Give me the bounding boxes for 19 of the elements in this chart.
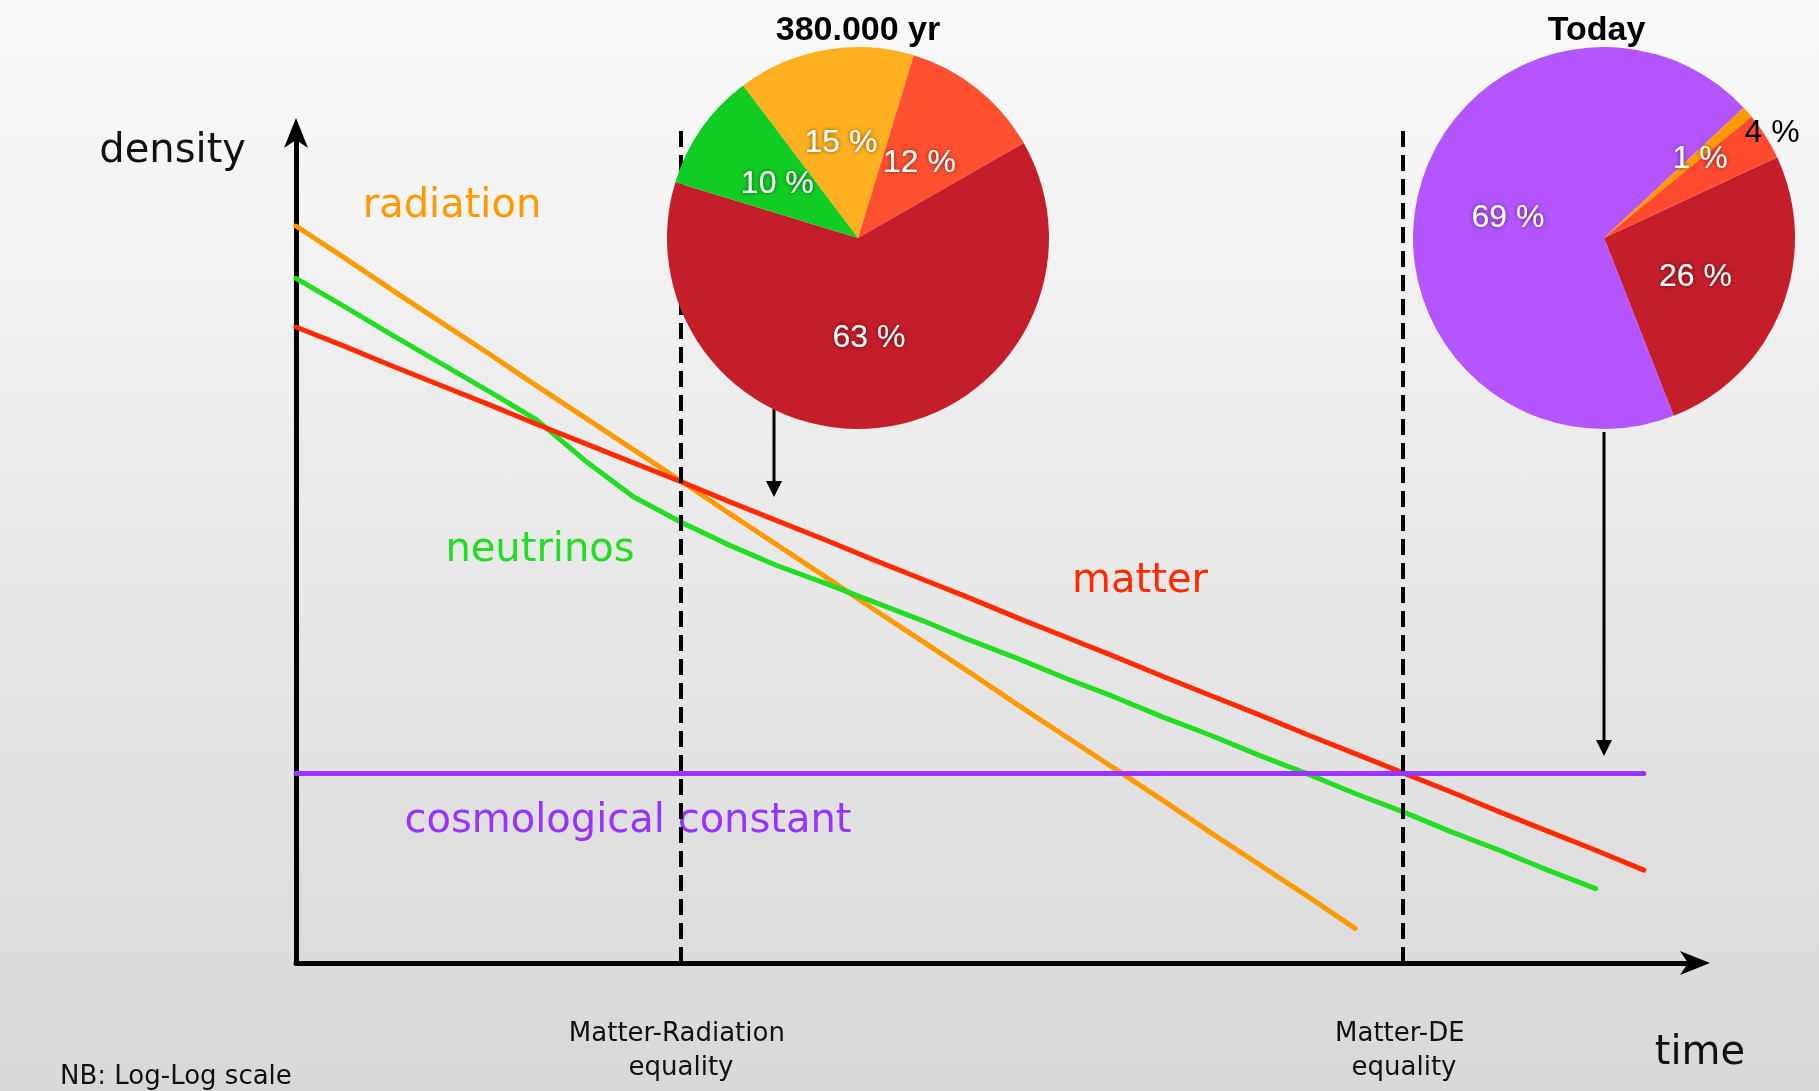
data-label: 4 % — [1744, 113, 1800, 149]
series-label: matter — [1072, 555, 1209, 601]
text: Matter-Radiation equality — [568, 1017, 794, 1081]
series-label: cosmological constant — [404, 795, 852, 841]
chart-title: 380.000 yr — [775, 9, 941, 47]
y-axis-title: density — [99, 125, 246, 171]
series-label: radiation — [362, 180, 542, 226]
data-label: 15 % — [804, 123, 878, 159]
data-label: 69 % — [1471, 198, 1545, 235]
series-label: neutrinos — [445, 524, 635, 570]
data-label: 10 % — [740, 163, 814, 200]
data-label: 12 % — [882, 143, 956, 180]
data-label: 1 % — [1672, 139, 1728, 175]
text: Matter-DE equality — [1335, 1017, 1473, 1081]
text: NB: Log-Log scale — [60, 1060, 292, 1090]
x-axis-title: time — [1654, 1027, 1746, 1073]
data-label: 26 % — [1658, 256, 1732, 293]
chart-title: Today — [1547, 9, 1646, 47]
data-label: 63 % — [832, 317, 906, 354]
